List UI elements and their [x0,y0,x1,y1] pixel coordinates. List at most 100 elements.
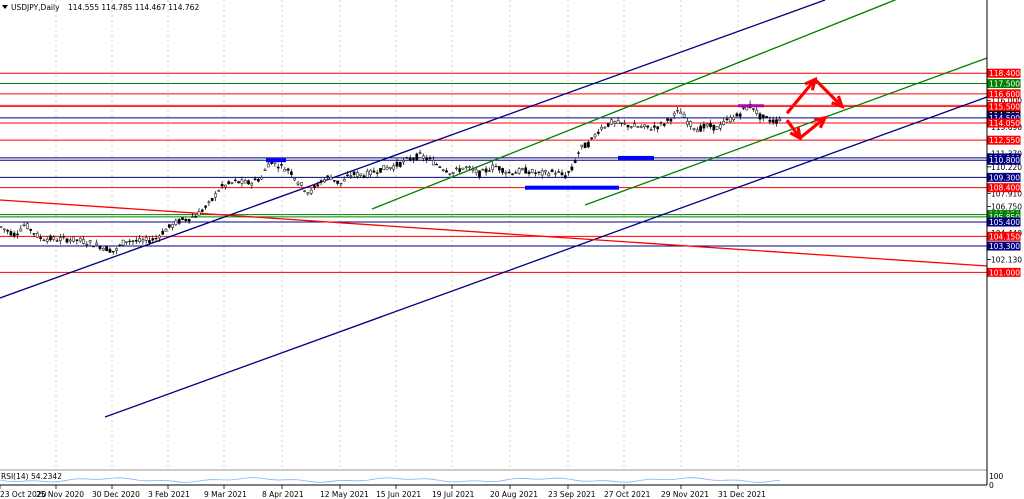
candle-bear [738,113,742,117]
candle-bear [313,185,316,188]
candle-bear [177,219,181,224]
candle-bear [478,170,481,178]
candle-bear [620,122,623,124]
candle-bear [108,248,112,253]
level-price-tag [987,241,1021,251]
candle-bull [745,106,749,111]
candle-bull [418,152,422,154]
candle-bull [144,237,148,241]
candle-bull [293,178,297,181]
candle-bull [686,120,689,125]
candle-bear [587,141,590,148]
candle-bull [382,165,386,171]
candle-bull [240,179,244,184]
symbol-label: USDJPY,Daily [11,3,60,12]
candle-bear [537,171,541,173]
candle-bear [375,172,379,174]
candle-bull [389,166,392,169]
candle-bull [85,243,89,246]
candle-bull [214,193,217,198]
candle-bull [613,121,617,124]
level-price-text: 105.850 [989,213,1020,222]
candle-bear [626,124,630,128]
level-price-text: 118.400 [989,69,1020,78]
y-tick-label: 110.220 [991,163,1022,172]
zone-markers [266,104,764,190]
candle-bull [59,237,62,241]
candle-bear [220,183,224,187]
zone-marker [738,104,764,108]
candle-bear [118,244,122,246]
x-tick-label: 25 Nov 2020 [36,490,84,499]
trendline-lower-channel [104,96,988,418]
candle-bear [398,161,402,167]
candle-bear [557,171,561,173]
candle-bull [471,168,475,171]
candle-bull [26,223,29,229]
candle-bull [603,127,607,129]
candle-bull [329,177,333,180]
candle-bull [461,167,465,170]
grid-lines [55,0,739,470]
x-tick-label: 19 Jul 2021 [432,490,475,499]
candle-bear [497,166,501,171]
rsi-scale-top: 100 [989,472,1004,481]
x-tick-label: 23 Oct 2020 [0,490,47,499]
candle-bear [16,233,19,236]
chart-menu-icon[interactable] [2,5,8,9]
candle-bear [702,124,706,129]
candle-bear [577,152,580,154]
level-price-tag [987,135,1021,145]
projection-arrow-down-2 [785,119,802,139]
candle-bear [550,169,554,172]
candle-bear [352,171,356,175]
candle-bull [141,239,145,242]
candle-bear [65,238,69,243]
candle-bear [372,170,376,173]
candle-bull [455,167,458,170]
candle-bear [75,239,79,241]
candle-bull [385,167,389,170]
candle-bear [775,119,778,124]
candle-bull [299,182,303,186]
candle-bull [260,177,264,180]
level-price-text: 109.300 [989,173,1020,182]
x-tick-label: 31 Dec 2021 [718,490,766,499]
candle-bear [765,116,768,118]
candle-bear [276,166,280,169]
candle-bull [197,211,201,216]
candle-bull [171,224,174,228]
trendline-inner-channel-bottom [584,57,988,206]
candle-bull [243,180,247,184]
candle-bull [52,236,56,240]
zone-marker [618,155,654,160]
x-tick-label: 20 Aug 2021 [490,490,538,499]
candle-bull [207,201,211,203]
candle-bull [125,241,128,243]
candle-bear [32,233,36,235]
candle-bear [148,240,151,243]
candle-bull [349,175,353,177]
candle-bull [217,190,221,192]
candle-bull [101,247,105,251]
projection-arrows [785,76,845,142]
candle-bear [49,235,52,241]
candle-bull [369,169,372,175]
candle-bear [752,108,755,110]
x-tick-label: 3 Feb 2021 [148,490,190,499]
projection-arrow-up-2-head [813,115,828,129]
candle-bear [336,180,339,184]
candle-bull [679,111,683,115]
candle-bull [451,172,455,174]
candle-bear [527,171,531,175]
candle-bear [187,218,191,222]
candle-bull [283,169,287,172]
candle-bull [636,126,640,128]
level-price-text: 115.500 [989,102,1020,111]
candle-bear [570,166,574,171]
level-price-tag [987,101,1021,111]
candle-bear [257,179,260,182]
candle-bear [428,157,432,160]
candle-bear [227,181,231,184]
